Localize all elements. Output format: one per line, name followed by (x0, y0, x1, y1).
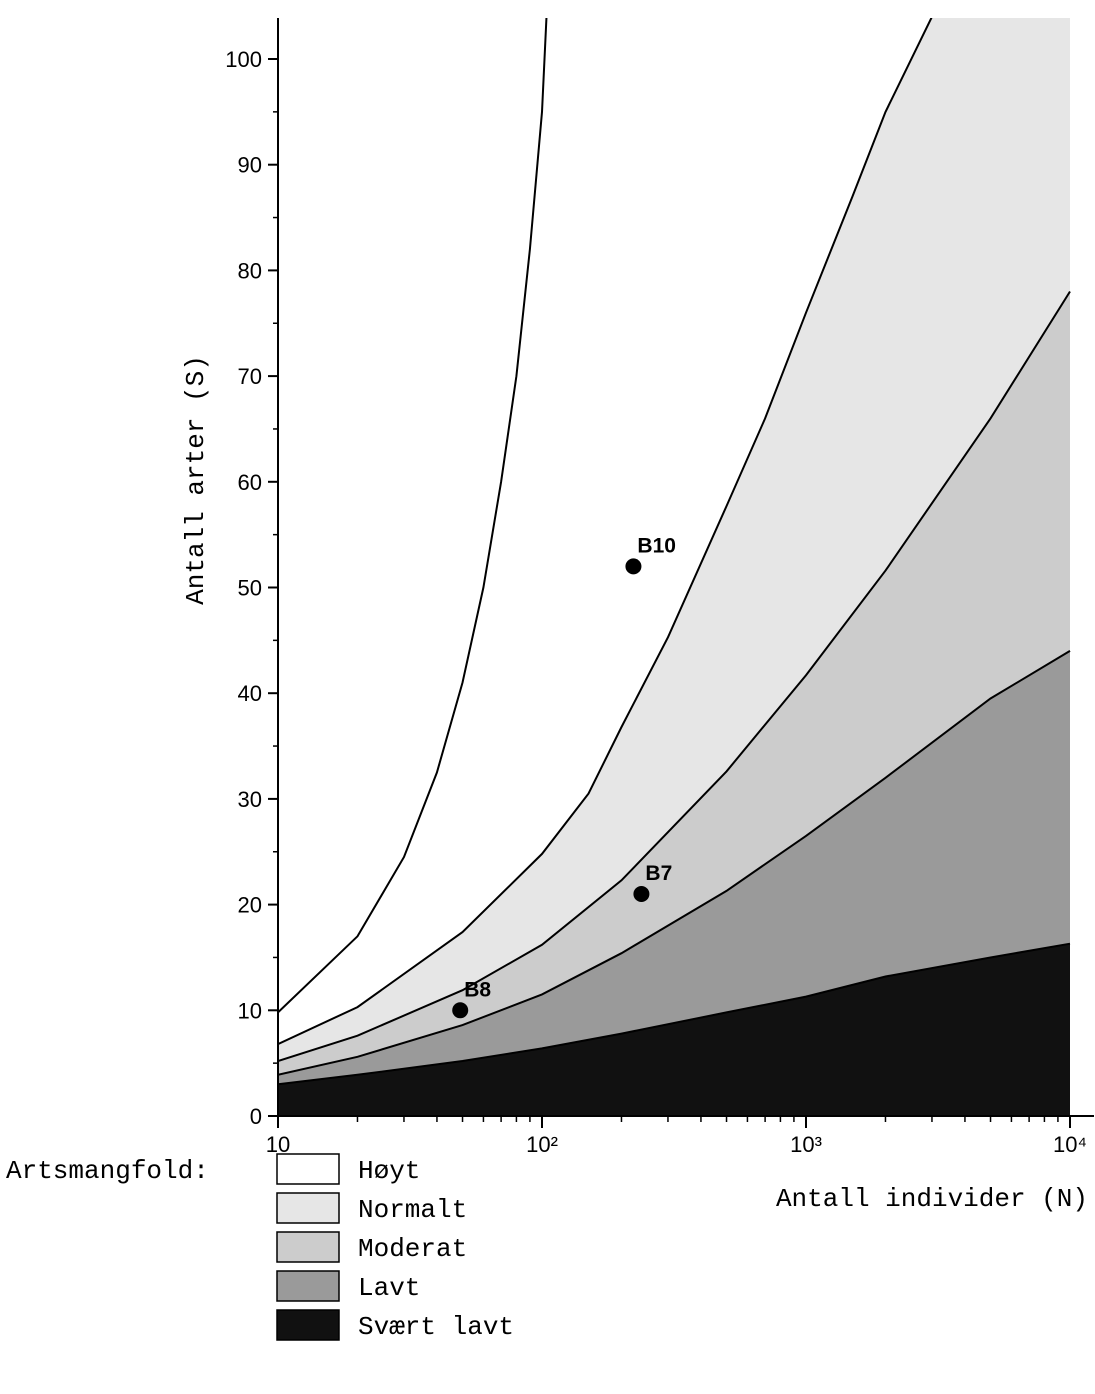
y-tick-label: 70 (238, 364, 262, 389)
point-b8 (452, 1002, 469, 1019)
y-tick-label: 60 (238, 470, 262, 495)
legend-title: Artsmangfold: (6, 1156, 209, 1186)
legend: Artsmangfold: Høyt Normalt Moderat Lavt Svær… (6, 1153, 514, 1342)
x-tick-label: 10² (526, 1132, 558, 1157)
curve-moderat-upper (278, 290, 1071, 1062)
shaded-regions (278, 18, 1070, 1116)
curve-lavt-upper (278, 650, 1071, 1076)
point-b7 (633, 886, 650, 903)
legend-label: Normalt (358, 1195, 467, 1225)
curve-hoyt-curve (278, 18, 548, 1014)
legend-swatch (276, 1231, 340, 1263)
curve-svaert-lavt-upper (278, 942, 1071, 1086)
legend-label: Moderat (358, 1234, 467, 1264)
region-svaert-lavt-upper (278, 943, 1070, 1116)
curve-normalt-upper (278, 18, 933, 1046)
data-points: B8 B7 B10 (452, 534, 676, 1019)
y-tick-label: 80 (238, 258, 262, 283)
x-tick-label: 10³ (790, 1132, 822, 1157)
point-label-b8: B8 (464, 978, 491, 1001)
y-tick-label: 10 (238, 998, 262, 1023)
y-tick-label: 50 (238, 576, 262, 601)
y-tick-label: 20 (238, 893, 262, 918)
legend-label: Høyt (358, 1156, 420, 1186)
y-tick-label: 0 (250, 1104, 262, 1129)
legend-label: Svært lavt (358, 1312, 514, 1342)
y-tick-label: 100 (225, 47, 262, 72)
boundary-curves (278, 18, 1071, 1086)
point-b10 (625, 558, 642, 575)
y-tick-label: 30 (238, 787, 262, 812)
point-label-b7: B7 (645, 862, 672, 885)
x-tick-label: 10 (266, 1132, 290, 1157)
y-tick-label: 90 (238, 153, 262, 178)
x-tick-label: 10⁴ (1053, 1132, 1087, 1157)
legend-swatch (276, 1153, 340, 1185)
legend-swatch (276, 1270, 340, 1302)
legend-swatch (276, 1192, 340, 1224)
y-tick-label: 40 (238, 681, 262, 706)
x-axis-title: Antall individer (N) (776, 1184, 1088, 1214)
y-axis-title: Antall arter (S) (181, 355, 211, 605)
point-label-b10: B10 (637, 534, 676, 557)
legend-swatch (276, 1309, 340, 1341)
legend-label: Lavt (358, 1273, 420, 1303)
